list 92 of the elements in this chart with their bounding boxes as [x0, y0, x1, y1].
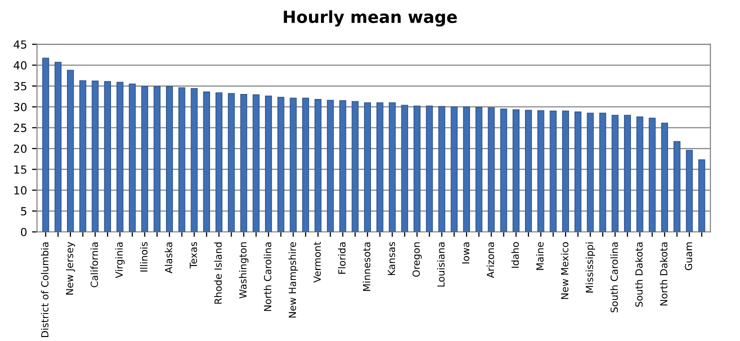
x-tick-label: Arizona: [486, 242, 494, 278]
x-tick-label: Minnesota: [362, 242, 370, 291]
bar: [302, 98, 310, 232]
x-tick-label: New Mexico: [560, 242, 568, 299]
bar: [562, 110, 570, 232]
bar: [190, 88, 198, 232]
x-tick-label: South Carolina: [610, 242, 618, 312]
bar: [450, 106, 458, 232]
bar: [166, 86, 173, 232]
x-tick-label: Guam: [684, 242, 692, 270]
bar: [475, 106, 482, 232]
y-tick-label: 25: [14, 124, 26, 132]
x-tick-label: Virginia: [115, 242, 125, 278]
bar: [326, 100, 334, 232]
bar: [290, 98, 297, 232]
x-tick-label: North Dakota: [660, 242, 668, 306]
x-tick-label: Kansas: [388, 242, 396, 276]
bar: [364, 102, 371, 232]
y-tick-label: 35: [14, 82, 26, 90]
x-tick-label: Texas: [190, 242, 198, 269]
bar: [599, 112, 606, 232]
x-tick-label: North Carolina: [264, 242, 272, 311]
bar: [636, 116, 644, 232]
x-tick-label: Washington: [239, 242, 248, 298]
bar: [376, 102, 384, 232]
bar: [92, 80, 99, 232]
x-tick-label: Maine: [536, 242, 544, 270]
x-tick-label: Florida: [338, 242, 346, 274]
x-tick-label: New Jersey: [66, 242, 76, 295]
bar: [128, 84, 136, 232]
y-tick-label: 0: [20, 228, 27, 236]
bar: [500, 108, 508, 232]
x-tick-label: Louisiana: [437, 242, 445, 287]
y-tick-label: 5: [21, 207, 26, 216]
bar: [648, 118, 656, 232]
bar: [314, 98, 322, 232]
bar: [79, 80, 86, 232]
bar: [178, 87, 186, 232]
x-tick-label: California: [90, 242, 98, 288]
bar: [674, 141, 680, 232]
bar: [240, 94, 248, 232]
bar: [54, 62, 62, 232]
bar: [488, 107, 495, 232]
bar: [586, 112, 594, 232]
bar: [612, 114, 619, 232]
bar: [438, 106, 446, 232]
x-tick-label: South Dakota: [635, 242, 643, 307]
bar: [512, 109, 520, 232]
bar: [463, 106, 470, 232]
bar: [154, 86, 161, 232]
x-tick-label: Alaska: [164, 242, 172, 274]
x-tick-label: Oregon: [412, 242, 422, 277]
x-tick-label: Vermont: [314, 242, 321, 283]
bar: [698, 159, 706, 232]
y-tick-label: 40: [14, 61, 27, 70]
bar: [339, 100, 346, 232]
bar: [216, 92, 222, 232]
x-tick-label: Rhode Island: [214, 242, 222, 304]
bar: [42, 58, 50, 232]
x-tick-label: Idaho: [511, 242, 519, 268]
bar: [414, 106, 420, 232]
bar: [661, 122, 668, 232]
bar: [252, 94, 260, 232]
x-tick-label: Mississippi: [586, 242, 596, 292]
chart-title: Hourly mean wage: [284, 10, 457, 26]
y-tick-label: 10: [14, 186, 27, 195]
bar: [686, 150, 693, 232]
bar: [388, 102, 396, 232]
y-tick-label: 15: [14, 165, 26, 174]
bar: [104, 81, 112, 232]
x-tick-label: Iowa: [462, 242, 470, 264]
bar: [265, 96, 272, 232]
bar: [277, 96, 284, 232]
bar: [352, 101, 359, 232]
bar: [426, 106, 433, 232]
y-tick-label: 20: [14, 144, 27, 153]
bar: [116, 82, 124, 232]
bar: [624, 114, 631, 232]
bar: [66, 70, 74, 232]
x-tick-label: Illinois: [140, 242, 148, 272]
bar: [228, 93, 235, 232]
bar: [141, 86, 148, 232]
bar: [203, 91, 210, 232]
bar: [574, 112, 582, 232]
y-tick-label: 30: [14, 102, 27, 112]
bar: [401, 104, 408, 232]
y-tick-label: 45: [14, 40, 26, 49]
bar: [537, 110, 544, 232]
x-tick-label: New Hampshire: [288, 242, 298, 318]
bar: [550, 110, 557, 232]
x-tick-label: District of Columbia: [40, 242, 48, 338]
bar: [524, 110, 532, 232]
